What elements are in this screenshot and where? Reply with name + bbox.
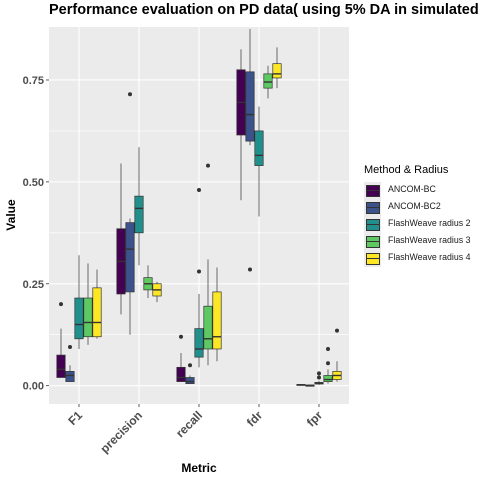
legend-item: FlashWeave radius 4: [364, 250, 480, 267]
box-body: [65, 371, 75, 382]
outlier-point: [197, 269, 201, 274]
outlier-point: [326, 346, 330, 351]
box-flashweave-radius-4-fdr: [272, 47, 282, 89]
box-body: [245, 71, 255, 142]
legend-swatch: [366, 185, 380, 197]
outlier-point: [128, 92, 132, 97]
box-body: [185, 377, 195, 384]
box-body: [134, 195, 144, 234]
box-body: [272, 63, 282, 79]
x-tick-label: fpr: [304, 408, 325, 429]
box-body: [203, 305, 213, 350]
box-body: [212, 291, 222, 350]
outlier-point: [317, 371, 321, 376]
legend-title: Method & Radius: [364, 164, 449, 176]
legend-items: ANCOM-BC ANCOM-BC2 FlashWeave radius 2 Flas…: [364, 182, 480, 267]
box-flashweave-radius-3-f1: [83, 263, 93, 345]
box-flashweave-radius-3-precision: [143, 265, 153, 299]
box-ancom-bc2-f1: [65, 344, 75, 382]
legend-swatch: [366, 202, 380, 214]
box-ancom-bc2-precision: [125, 92, 135, 335]
outlier-point: [188, 363, 192, 368]
x-tick-label: fdr: [244, 408, 265, 429]
x-axis-title: Metric: [181, 461, 217, 475]
box-body: [92, 287, 102, 338]
outlier-point: [206, 163, 210, 168]
box-ancom-bc-recall: [176, 334, 186, 382]
box-flashweave-radius-3-fpr: [323, 346, 333, 384]
box-ancom-bc2-fdr: [245, 29, 255, 272]
legend-swatch-median: [366, 241, 380, 242]
box-flashweave-radius-2-f1: [74, 255, 84, 349]
legend-item: ANCOM-BC: [364, 182, 480, 199]
x-tick-label: F1: [65, 408, 85, 428]
box-flashweave-radius-3-recall: [203, 163, 213, 366]
outlier-point: [326, 361, 330, 366]
box-flashweave-radius-4-precision: [152, 281, 162, 303]
legend-label: ANCOM-BC2: [388, 201, 441, 211]
box-flashweave-radius-2-precision: [134, 147, 144, 266]
legend-swatch: [366, 253, 380, 265]
chart-title: Performance evaluation on PD data( using…: [49, 2, 480, 18]
x-tick-label: recall: [173, 408, 205, 440]
outlier-point: [248, 267, 252, 272]
box-flashweave-radius-4-f1: [92, 269, 102, 339]
box-body: [254, 130, 264, 166]
legend-swatch-median: [366, 207, 380, 208]
box-ancom-bc2-recall: [185, 363, 195, 384]
outlier-point: [197, 188, 201, 193]
y-tick-label: 0.00: [23, 381, 44, 393]
legend: Method & Radius ANCOM-BC ANCOM-BC2 FlashWe…: [364, 164, 480, 267]
box-ancom-bc-f1: [56, 302, 66, 378]
legend-key: [364, 216, 381, 233]
legend-swatch-median: [366, 224, 380, 225]
box-body: [74, 297, 84, 340]
outlier-point: [68, 344, 72, 349]
legend-label: FlashWeave radius 3: [388, 235, 471, 245]
outlier-point: [179, 334, 183, 339]
box-body: [263, 73, 273, 89]
legend-swatch: [366, 219, 380, 231]
box-flashweave-radius-2-fdr: [254, 106, 264, 217]
outlier-point: [317, 375, 321, 380]
legend-label: ANCOM-BC: [388, 184, 436, 194]
box-ancom-bc-fpr: [296, 384, 306, 386]
legend-label: FlashWeave radius 2: [388, 218, 471, 228]
box-body: [323, 375, 333, 382]
box-ancom-bc-fdr: [236, 49, 246, 201]
legend-label: FlashWeave radius 4: [388, 252, 471, 262]
box-ancom-bc2-fpr: [305, 384, 315, 387]
legend-key: [364, 182, 381, 199]
legend-swatch: [366, 236, 380, 248]
box-flashweave-radius-2-fpr: [314, 371, 324, 385]
legend-key: [364, 250, 381, 267]
boxes-layer: [56, 29, 342, 387]
legend-swatch-median: [366, 258, 380, 259]
legend-item: FlashWeave radius 2: [364, 216, 480, 233]
legend-key: [364, 233, 381, 250]
box-flashweave-radius-4-recall: [212, 267, 222, 362]
box-flashweave-radius-4-fpr: [332, 328, 342, 382]
box-body: [83, 297, 93, 338]
x-tick-label: precision: [97, 408, 145, 456]
box-body: [194, 328, 204, 358]
y-tick-label: 0.75: [23, 75, 44, 87]
legend-key: [364, 199, 381, 216]
legend-item: ANCOM-BC2: [364, 199, 480, 216]
outlier-point: [335, 328, 339, 333]
box-flashweave-radius-2-recall: [194, 188, 204, 368]
outlier-point: [59, 302, 63, 307]
y-tick-label: 0.25: [23, 279, 44, 291]
box-flashweave-radius-3-fdr: [263, 65, 273, 99]
y-tick-label: 0.50: [23, 177, 44, 189]
box-body: [56, 354, 66, 378]
box-body: [176, 366, 186, 382]
legend-swatch-median: [366, 190, 380, 191]
legend-item: FlashWeave radius 3: [364, 233, 480, 250]
box-body: [125, 222, 135, 293]
box-ancom-bc-precision: [116, 163, 126, 315]
